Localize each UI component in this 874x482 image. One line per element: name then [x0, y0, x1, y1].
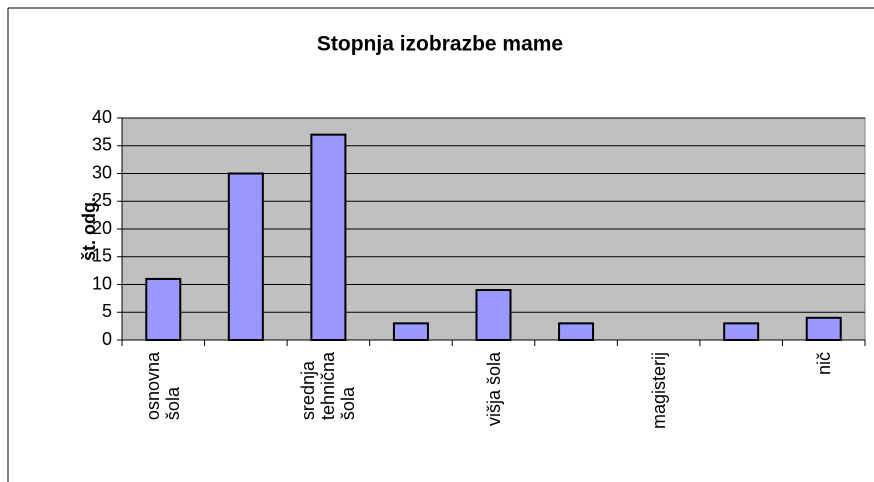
bar: [723, 322, 760, 342]
y-tick-label: 35: [92, 135, 112, 155]
x-tick-label: osnovna šola: [143, 352, 184, 421]
bar: [475, 289, 512, 341]
bar: [227, 172, 264, 341]
bar: [805, 316, 842, 341]
y-tick-label: 0: [102, 329, 112, 349]
x-tick-label: magisterij: [648, 352, 669, 430]
y-tick-label: 25: [92, 190, 112, 210]
y-tick-label: 5: [102, 301, 112, 321]
y-tick-label: 20: [92, 218, 112, 238]
x-tick-label: nič: [813, 352, 834, 376]
bar: [392, 322, 429, 342]
bar: [310, 133, 347, 341]
y-tick-label: 10: [92, 273, 112, 293]
y-tick-label: 40: [92, 107, 112, 127]
y-tick-label: 30: [92, 162, 112, 182]
y-tick-label: 15: [92, 246, 112, 266]
x-tick-label: višja šola: [483, 352, 504, 427]
y-axis-label: št. odg.: [79, 197, 99, 261]
bar: [145, 277, 182, 342]
bar: [558, 322, 595, 342]
chart-title: Stopnja izobrazbe mame: [317, 33, 563, 56]
x-tick-label: srednja tehnična šola: [298, 352, 359, 421]
